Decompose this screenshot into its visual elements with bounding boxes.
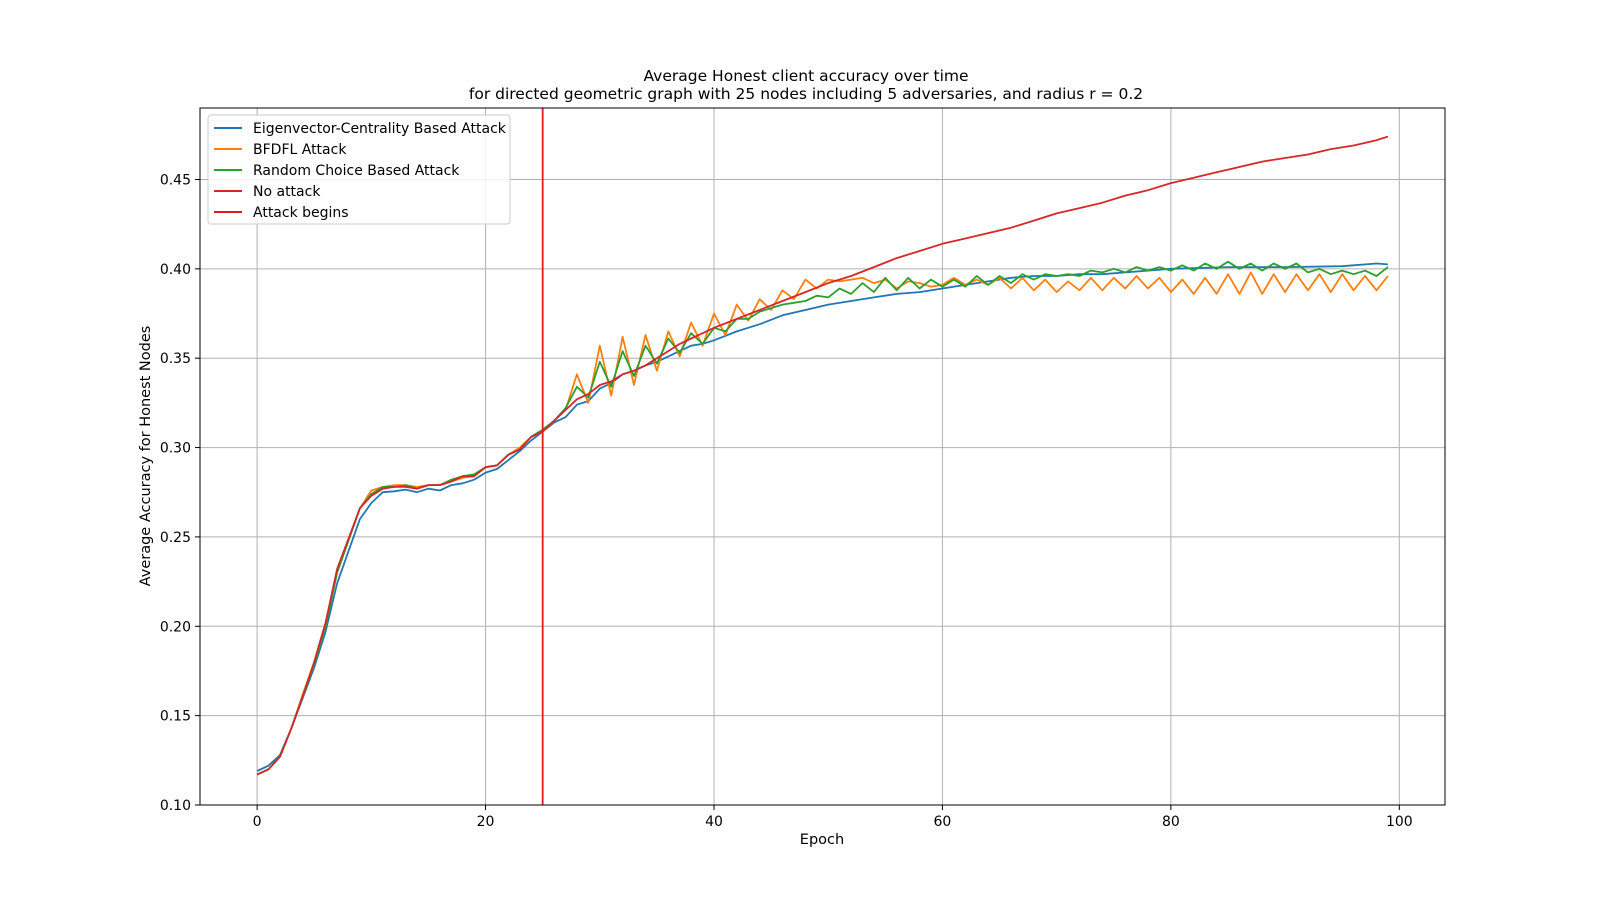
y-tick-label: 0.10 [160,798,191,814]
legend-label: No attack [253,184,321,200]
y-tick-label: 0.30 [160,441,191,457]
legend: Eigenvector-Centrality Based Attack BFDFL… [207,114,511,225]
legend-label: Eigenvector-Centrality Based Attack [253,121,507,137]
x-tick-label: 60 [934,814,952,830]
grid [200,108,1445,806]
x-tick-label: 20 [477,814,495,830]
chart-title: Average Honest client accuracy over time [643,67,968,85]
axis-ticks: 0 20 40 60 80 100 0.10 0.15 0.20 0.25 0.30 0.35 0.40… [160,172,1413,830]
x-tick-label: 100 [1386,814,1413,830]
y-tick-label: 0.45 [160,172,191,188]
legend-label: Random Choice Based Attack [253,163,460,179]
y-tick-label: 0.25 [160,530,191,546]
y-axis-label: Average Accuracy for Honest Nodes [138,326,154,587]
x-tick-label: 40 [705,814,723,830]
legend-label: BFDFL Attack [253,142,347,158]
plot-frame [199,107,1446,806]
y-tick-label: 0.20 [160,619,191,635]
x-axis-label: Epoch [800,832,844,848]
y-tick-label: 0.15 [160,709,191,725]
legend-box [207,114,511,225]
series-layer [256,135,1389,776]
x-tick-label: 0 [253,814,262,830]
y-tick-label: 0.40 [160,262,191,278]
y-tick-label: 0.35 [160,351,191,367]
x-tick-label: 80 [1162,814,1180,830]
series-line-no-attack [256,135,1389,776]
chart-subtitle: for directed geometric graph with 25 nod… [469,85,1143,103]
legend-label: Attack begins [253,205,349,221]
